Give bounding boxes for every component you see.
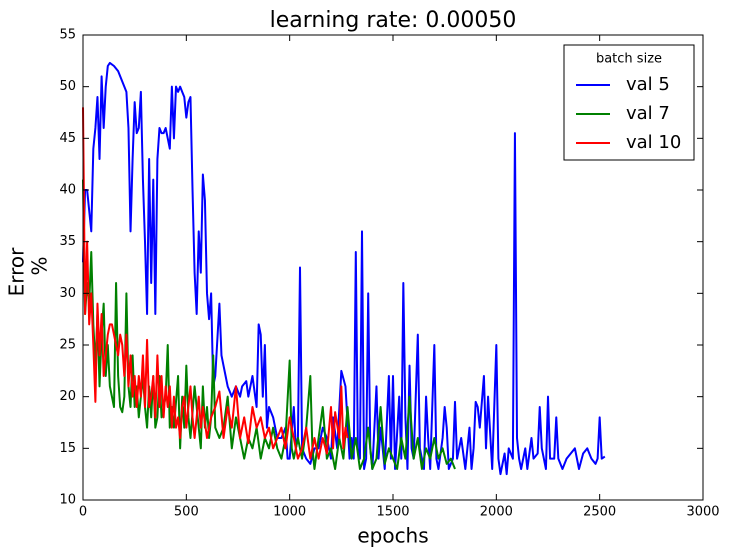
chart-title: learning rate: 0.00050 — [270, 8, 517, 33]
y-tick-label: 50 — [59, 79, 76, 94]
legend: batch size val 5 val 7 val 10 — [563, 44, 695, 161]
data-line — [82, 107, 349, 460]
x-tick-label: 1000 — [273, 505, 306, 520]
y-tick-label: 30 — [59, 286, 76, 301]
y-tick-label: 55 — [59, 28, 76, 43]
y-tick-label: 15 — [59, 441, 76, 456]
y-tick-label: 35 — [59, 234, 76, 249]
legend-label: val 10 — [626, 132, 681, 153]
data-line — [82, 61, 606, 476]
legend-box — [563, 44, 695, 161]
y-tick-label: 10 — [59, 493, 76, 508]
plot-area — [82, 61, 606, 476]
x-tick-label: 1500 — [376, 505, 409, 520]
legend-label: val 7 — [626, 103, 670, 124]
x-tick-label: 500 — [174, 505, 199, 520]
x-tick-label: 2500 — [583, 505, 616, 520]
legend-title: batch size — [596, 52, 662, 67]
y-tick-label: 40 — [59, 183, 76, 198]
x-axis-label: epochs — [357, 524, 428, 548]
x-tick-label: 2000 — [480, 505, 513, 520]
legend-label: val 5 — [626, 74, 670, 95]
y-tick-label: 25 — [59, 338, 76, 353]
y-axis-label: Error — [5, 247, 29, 297]
y-tick-label: 20 — [59, 389, 76, 404]
x-tick-label: 0 — [79, 505, 87, 520]
y-axis-label: % — [28, 256, 52, 275]
y-tick-label: 45 — [59, 131, 76, 146]
x-tick-label: 3000 — [686, 505, 719, 520]
